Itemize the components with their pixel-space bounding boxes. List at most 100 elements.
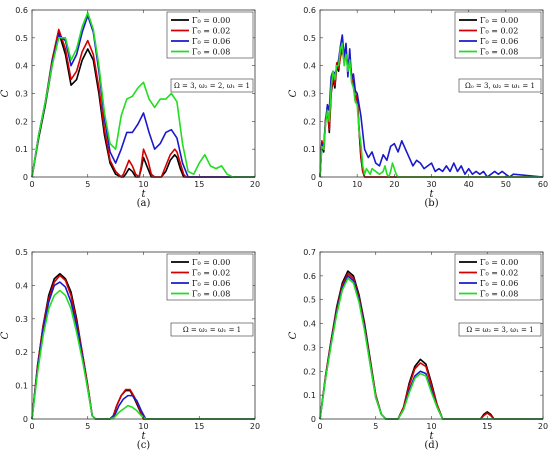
y-tick-label: 0.5 <box>15 248 28 257</box>
annotation-box <box>170 78 254 93</box>
y-tick-label: 0.4 <box>15 62 28 71</box>
x-tick-label: 30 <box>426 180 436 189</box>
y-tick-label: 0.2 <box>15 348 28 357</box>
x-tick-label: 0 <box>317 180 322 189</box>
x-tick-label: 10 <box>426 422 436 431</box>
x-tick-label: 5 <box>373 422 378 431</box>
x-axis-label: t <box>429 431 434 442</box>
annotation-text: Ω = 3, ω₂ = 2, ω₁ = 1 <box>174 82 250 90</box>
legend-entry: Γ₀ = 0.06 <box>480 279 518 288</box>
annotation-box <box>458 322 542 337</box>
y-tick-label: 0.1 <box>15 382 28 391</box>
y-tick-label: 0 <box>311 173 316 182</box>
x-tick-label: 60 <box>538 180 548 189</box>
annotation: Ω₀ = 3, ω₂ = ω₁ = 1 <box>458 78 542 93</box>
y-tick-label: 0.3 <box>303 343 316 352</box>
legend-entry: Γ₀ = 0.06 <box>192 279 230 288</box>
y-tick-label: 0.5 <box>303 296 316 305</box>
legend-entry: Γ₀ = 0.02 <box>192 269 230 278</box>
series-line-b-0 <box>319 48 543 178</box>
legend-entry: Γ₀ = 0.02 <box>480 269 518 278</box>
y-tick-label: 0 <box>23 173 28 182</box>
x-tick-label: 5 <box>85 422 90 431</box>
legend-entry: Γ₀ = 0.08 <box>480 48 518 57</box>
panel-caption: (c) <box>137 440 151 451</box>
annotation: Ω = ω₂ = 3, ω₁ = 1 <box>458 322 542 337</box>
legend-entry: Γ₀ = 0.06 <box>192 37 230 46</box>
series-line-a-2 <box>31 14 255 178</box>
y-axis-label: C <box>288 331 299 339</box>
panel-caption: (d) <box>424 440 438 451</box>
x-tick-label: 5 <box>85 180 90 189</box>
y-tick-label: 0.6 <box>303 272 316 281</box>
chart-panel-a: 0 5 10 15 20 0 0.1 0.2 0.3 0.4 0.5 0.6 t C (a) Γ₀ = 0.0… <box>0 6 260 209</box>
x-tick-label: 0 <box>317 422 322 431</box>
legend-entry: Γ₀ = 0.06 <box>480 37 518 46</box>
x-tick-label: 10 <box>138 422 148 431</box>
y-tick-label: 0.4 <box>15 281 28 290</box>
y-tick-label: 0.3 <box>303 90 316 99</box>
y-tick-label: 0.4 <box>303 320 316 329</box>
y-tick-label: 0.2 <box>15 117 28 126</box>
y-axis-label: C <box>288 89 299 97</box>
y-tick-label: 0.7 <box>303 248 316 257</box>
y-tick-label: 0.1 <box>303 145 316 154</box>
x-tick-label: 20 <box>250 180 260 189</box>
legend-entry: Γ₀ = 0.02 <box>192 27 230 36</box>
annotation-text: Ω₀ = 3, ω₂ = ω₁ = 1 <box>465 82 535 90</box>
x-axis-label: t <box>141 431 146 442</box>
x-tick-label: 50 <box>501 180 511 189</box>
y-tick-label: 0 <box>23 415 28 424</box>
legend-entry: Γ₀ = 0.08 <box>192 48 230 57</box>
y-tick-label: 0.1 <box>15 145 28 154</box>
y-tick-label: 0 <box>311 415 316 424</box>
x-tick-label: 15 <box>482 422 492 431</box>
legend-entry: Γ₀ = 0.00 <box>480 16 518 25</box>
series-line-b-1 <box>319 48 543 178</box>
series-line-b-3 <box>319 42 543 178</box>
annotation-box <box>458 78 542 93</box>
y-tick-label: 0.3 <box>15 90 28 99</box>
y-tick-label: 0.2 <box>303 117 316 126</box>
x-tick-label: 15 <box>194 422 204 431</box>
chart-panel-b: 0 10 20 30 40 50 60 0 0.1 0.2 0.3 0.4 0.5 0.6 t C (b) Γ₀ … <box>288 6 548 209</box>
x-tick-label: 20 <box>250 422 260 431</box>
y-tick-label: 0.1 <box>303 391 316 400</box>
legend-entry: Γ₀ = 0.00 <box>192 258 230 267</box>
legend-entry: Γ₀ = 0.02 <box>480 27 518 36</box>
series-line-d-3 <box>319 277 543 420</box>
annotation: Ω = 3, ω₂ = 2, ω₁ = 1 <box>170 78 254 93</box>
x-tick-label: 0 <box>29 422 34 431</box>
chart-panel-d: 0 5 10 15 20 0 0.1 0.2 0.3 0.4 0.5 0.6 0.7 t C (d) Γ₀ = … <box>288 248 548 451</box>
series-line-c-2 <box>31 281 255 420</box>
x-tick-label: 20 <box>389 180 399 189</box>
chart-panel-c: 0 5 10 15 20 0 0.1 0.2 0.3 0.4 0.5 t C (c) Γ₀ = 0.00 Γ₀… <box>0 248 260 451</box>
x-tick-label: 20 <box>538 422 548 431</box>
series-line-c-3 <box>31 289 255 420</box>
x-axis-label: t <box>429 189 434 200</box>
y-tick-label: 0.6 <box>303 6 316 15</box>
x-tick-label: 40 <box>464 180 474 189</box>
y-axis-label: C <box>0 331 11 339</box>
legend-entry: Γ₀ = 0.00 <box>480 258 518 267</box>
panel-caption: (a) <box>137 198 151 209</box>
x-axis-label: t <box>141 189 146 200</box>
annotation: Ω = ω₂ = ω₁ = 1 <box>170 322 254 337</box>
y-tick-label: 0.3 <box>15 315 28 324</box>
x-tick-label: 15 <box>194 180 204 189</box>
x-tick-label: 0 <box>29 180 34 189</box>
series-line-a-1 <box>31 28 255 178</box>
y-tick-label: 0.6 <box>15 6 28 15</box>
x-tick-label: 10 <box>138 180 148 189</box>
series-line-a-0 <box>31 31 255 178</box>
y-tick-label: 0.4 <box>303 62 316 71</box>
legend-entry: Γ₀ = 0.08 <box>480 290 518 299</box>
y-tick-label: 0.2 <box>303 367 316 376</box>
y-tick-label: 0.5 <box>303 34 316 43</box>
annotation-box <box>170 322 254 337</box>
y-axis-label: C <box>0 89 11 97</box>
